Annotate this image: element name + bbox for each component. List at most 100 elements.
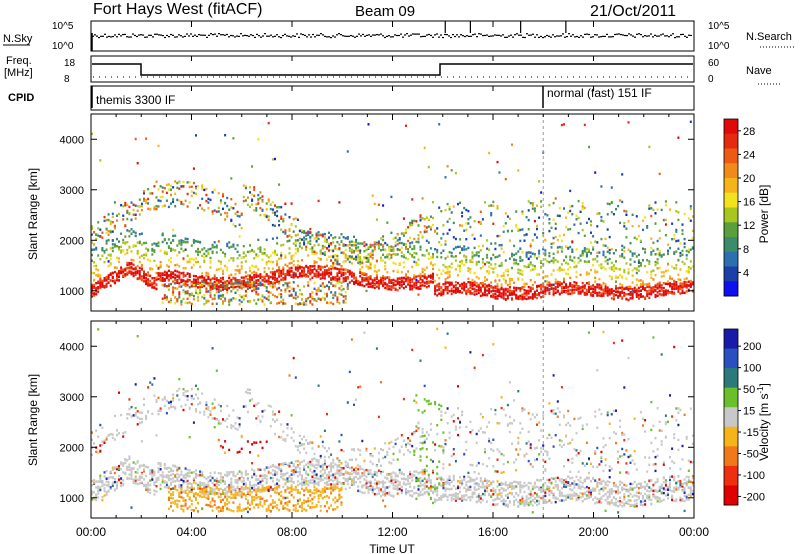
power-cell: [278, 266, 281, 270]
velocity-cell: [170, 481, 172, 484]
power-cell: [296, 284, 299, 288]
power-cell: [294, 217, 297, 220]
nsky-point: [298, 36, 300, 38]
power-cell: [201, 275, 204, 278]
power-cell: [328, 271, 330, 274]
power-cell: [151, 249, 154, 252]
power-cell: [263, 214, 266, 217]
power-cell: [642, 282, 644, 285]
power-cell: [359, 281, 362, 284]
power-cell: [511, 278, 513, 282]
power-cell: [249, 283, 251, 286]
power-cell: [417, 258, 420, 261]
power-cell: [244, 277, 247, 280]
power-cell: [429, 215, 432, 218]
power-cell: [386, 276, 389, 279]
power-cell: [165, 251, 168, 254]
nsky-point: [360, 35, 362, 37]
power-cell: [249, 280, 251, 284]
nsky-point: [420, 36, 422, 38]
power-cell: [671, 286, 674, 289]
power-cell: [475, 253, 478, 257]
power-cell: [467, 281, 470, 284]
power-cell: [475, 251, 478, 254]
power-cell: [377, 269, 380, 272]
power-cell: [326, 264, 328, 267]
power-cell: [238, 268, 241, 272]
power-cell: [436, 294, 439, 297]
power-cell: [504, 293, 507, 297]
power-cell: [97, 227, 100, 230]
power-cell: [484, 276, 486, 279]
power-cell: [400, 232, 403, 235]
velocity-cell: [143, 397, 145, 401]
velocity-cell: [145, 465, 148, 468]
power-cell: [461, 248, 464, 252]
power-cell: [444, 281, 447, 284]
power-cell: [417, 293, 420, 296]
nsky-point: [376, 33, 378, 36]
power-cell: [600, 237, 603, 241]
power-cell: [294, 297, 297, 300]
velocity-cell: [140, 473, 143, 476]
power-cell: [172, 234, 175, 238]
power-cell: [440, 251, 443, 255]
velocity-cell: [128, 465, 131, 469]
power-cell: [506, 283, 509, 287]
power-cell: [531, 297, 534, 300]
power-cell: [263, 278, 266, 282]
power-cell: [176, 270, 179, 273]
velocity-cell: [105, 469, 108, 473]
power-cell: [596, 251, 599, 254]
power-cell: [363, 241, 366, 244]
power-cell: [459, 251, 461, 255]
nsky-point: [576, 35, 578, 38]
velocity-cell: [111, 468, 114, 471]
power-cell: [261, 279, 264, 282]
power-cell: [321, 271, 324, 274]
power-cell: [263, 248, 266, 251]
power-cell: [494, 295, 497, 299]
power-cell: [176, 287, 179, 290]
velocity-cell: [136, 468, 139, 471]
power-cell: [157, 244, 160, 247]
power-cell: [444, 240, 447, 243]
nsky-point: [426, 34, 428, 36]
power-cell: [494, 256, 497, 259]
power-cell: [635, 237, 638, 241]
power-cell: [400, 251, 403, 254]
power-cell: [240, 212, 243, 215]
power-cell: [134, 270, 137, 273]
power-cell: [145, 199, 148, 202]
power-cell: [321, 296, 324, 300]
power-cell: [635, 255, 638, 258]
power-cell: [317, 237, 320, 241]
power-cell: [648, 289, 651, 292]
power-cell: [330, 255, 333, 258]
velocity-cell: [151, 469, 154, 472]
power-cell: [511, 293, 513, 296]
velocity-cell: [130, 506, 133, 509]
nsearch-tick-top: 10^5: [708, 21, 730, 32]
power-cell: [170, 301, 172, 304]
nsky-point: [154, 33, 156, 35]
power-cell: [484, 263, 486, 266]
nsky-point: [678, 36, 680, 38]
power-cell: [143, 192, 145, 195]
nsky-point: [398, 34, 400, 37]
power-cell: [188, 293, 191, 296]
power-cell: [567, 272, 570, 276]
freq-unit: [MHz]: [4, 67, 33, 79]
power-cell: [313, 273, 316, 276]
power-cell: [201, 185, 204, 188]
power-cell: [517, 250, 520, 253]
power-cell: [244, 294, 247, 297]
power-cell: [207, 290, 210, 293]
power-cell: [301, 230, 303, 234]
power-cell: [151, 281, 154, 285]
power-cell: [415, 220, 418, 223]
power-cell: [427, 275, 430, 278]
power-cell: [488, 265, 491, 268]
nsky-point: [468, 35, 470, 37]
power-cell: [606, 228, 609, 231]
